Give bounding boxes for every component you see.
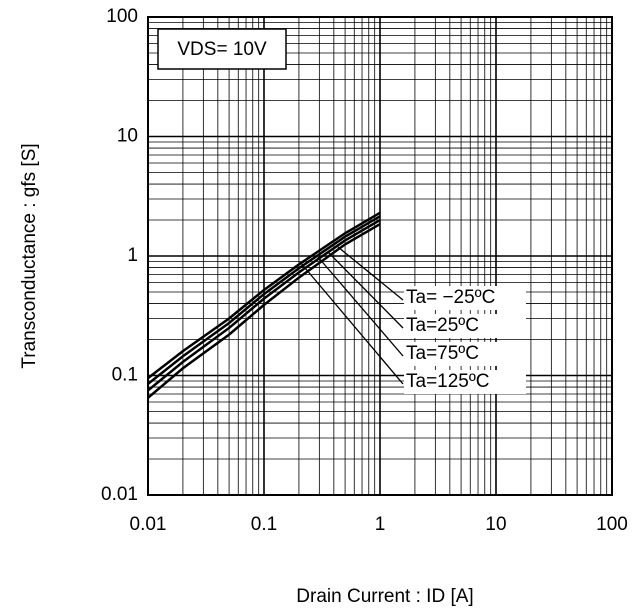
leader-line xyxy=(337,246,404,301)
x-tick-label: 0.01 xyxy=(130,514,167,535)
series-line xyxy=(147,218,381,392)
series-label: Ta=125ºC xyxy=(406,371,490,392)
series-line xyxy=(147,215,381,385)
annotation: VDS= 10V xyxy=(177,39,267,60)
series-label-bg xyxy=(404,314,526,338)
y-tick-label: 1 xyxy=(127,245,138,266)
series-label-bg xyxy=(404,342,526,366)
leader-line xyxy=(327,251,404,329)
series-label-bg xyxy=(404,286,526,310)
x-tick-label: 10 xyxy=(485,514,506,535)
y-tick-label: 100 xyxy=(106,6,138,27)
plot-frame xyxy=(147,16,613,496)
series-label: Ta=75ºC xyxy=(406,343,479,364)
x-tick-label: 100 xyxy=(596,514,628,535)
y-axis-label: Transconductance : gfs [S] xyxy=(19,143,40,368)
series-label-bg xyxy=(404,370,526,394)
x-axis-label: Drain Current : ID [A] xyxy=(296,586,473,607)
y-tick-label: 0.1 xyxy=(112,365,138,386)
leader-line xyxy=(299,261,404,385)
annotation-box xyxy=(157,28,287,70)
series-label: Ta= −25ºC xyxy=(406,287,495,308)
series-line xyxy=(147,211,381,380)
series-label: Ta=25ºC xyxy=(406,315,479,336)
series-line xyxy=(147,222,381,399)
leader-line xyxy=(317,256,404,357)
x-tick-label: 1 xyxy=(375,514,386,535)
y-tick-label: 10 xyxy=(117,126,138,147)
y-tick-label: 0.01 xyxy=(101,484,138,505)
x-tick-label: 0.1 xyxy=(251,514,277,535)
